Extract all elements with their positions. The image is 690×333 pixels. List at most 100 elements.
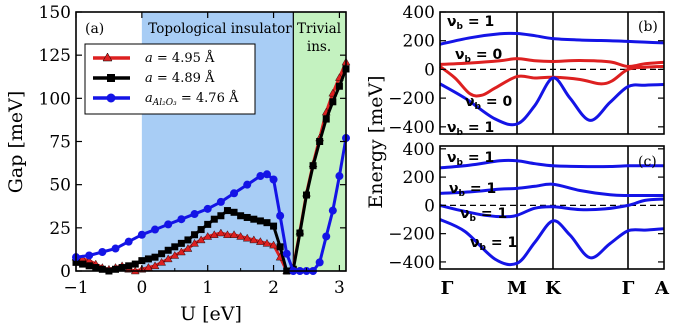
band-b-label-1: νb = 1	[447, 14, 494, 32]
gap-point-1-12	[151, 253, 159, 261]
gap-point-1-18	[191, 231, 199, 239]
gap-point-2-13	[243, 180, 252, 189]
gap-ytick-label-5: 125	[39, 46, 71, 66]
gap-point-2-23	[315, 258, 324, 267]
kpoint-label-0: Γ	[441, 278, 454, 299]
gap-point-2-18	[282, 249, 291, 258]
gap-point-1-1	[79, 260, 87, 268]
gap-point-1-38	[322, 115, 330, 123]
gap-point-2-9	[190, 210, 199, 219]
gap-point-2-17	[276, 211, 285, 220]
energy-ylabel: Energy [meV]	[365, 75, 387, 208]
gap-point-0-18	[190, 238, 199, 247]
gap-point-1-17	[184, 236, 192, 244]
gap-point-1-8	[125, 262, 133, 270]
gap-point-1-19	[197, 226, 205, 234]
gap-point-0-23	[223, 230, 232, 238]
gap-point-2-25	[328, 206, 337, 215]
legend-marker-square	[107, 74, 115, 82]
c-ytick-label-0: 400	[403, 140, 435, 160]
b-ytick-label-1: 200	[403, 32, 435, 52]
gap-point-1-37	[316, 138, 324, 145]
gap-point-1-4	[98, 265, 106, 273]
band-b-label-3: νb = 0	[465, 94, 512, 112]
gap-point-1-27	[250, 215, 258, 223]
gap-point-1-29	[263, 219, 271, 227]
gap-point-0-15	[170, 251, 180, 259]
trivial-region-label-line2: ins.	[307, 39, 331, 55]
band-panel-b: (b) νb = 1 νb = 0 νb = 0 νb = 1	[439, 11, 665, 138]
gap-point-2-10	[203, 204, 212, 213]
gap-point-0-21	[209, 230, 219, 238]
gap-point-2-2	[98, 248, 107, 257]
gap-xtick-label-4: 3	[334, 278, 345, 298]
gap-point-0-27	[249, 235, 259, 244]
gap-point-2-24	[322, 232, 331, 241]
gap-ylabel: Gap [meV]	[5, 91, 27, 194]
gap-point-1-16	[177, 239, 185, 247]
panel-b-label: (b)	[638, 19, 658, 35]
b-ytick-label-0: 400	[403, 3, 435, 23]
b-ytick-label-2: 0	[424, 60, 435, 80]
gap-point-0-26	[242, 233, 252, 242]
band-c-label-2: νb = 1	[449, 181, 496, 199]
gap-point-2-5	[137, 230, 146, 239]
gap-point-0-28	[256, 237, 265, 245]
gap-point-2-16	[269, 175, 278, 184]
gap-point-1-7	[118, 264, 126, 272]
gap-point-2-3	[111, 244, 120, 253]
gap-point-2-14	[256, 172, 265, 181]
c-ytick-label-4: −400	[388, 253, 435, 273]
gap-point-0-19	[196, 235, 206, 244]
b-band-1	[439, 57, 665, 69]
gap-point-1-3	[92, 264, 100, 272]
gap-point-1-11	[144, 255, 152, 263]
kpoint-label-2: K	[545, 278, 562, 299]
legend-marker-circle	[106, 93, 116, 103]
gap-point-2-1	[85, 251, 94, 260]
b-band-2	[439, 65, 665, 98]
gap-point-0-25	[236, 232, 245, 240]
gap-point-1-15	[171, 243, 179, 251]
bands-c	[439, 146, 665, 269]
b-band-0	[439, 31, 665, 46]
gap-xtick-label-0: −1	[63, 278, 88, 298]
gap-point-2-11	[216, 197, 225, 206]
c-band-2	[439, 197, 665, 219]
c-ytick-label-2: 0	[424, 196, 435, 216]
gap-point-1-28	[256, 217, 264, 225]
b-ytick-label-3: −200	[388, 89, 435, 109]
gap-point-1-13	[158, 250, 166, 258]
gap-point-0-22	[216, 228, 226, 237]
panel-c-label: (c)	[638, 154, 657, 170]
c-ytick-label-1: 200	[403, 168, 435, 188]
gap-point-1-24	[230, 208, 238, 216]
gap-point-1-34	[296, 229, 304, 237]
gap-point-1-14	[164, 246, 172, 254]
legend-entry-489: a = 4.89 Å	[145, 70, 215, 86]
gap-point-2-26	[335, 172, 344, 181]
gap-point-1-31	[276, 243, 284, 251]
gap-point-1-6	[112, 265, 120, 273]
gap-xtick-label-1: 0	[136, 278, 147, 298]
gap-point-1-35	[302, 191, 310, 199]
legend-marker-triangle	[102, 52, 113, 62]
gap-xtick-label-2: 1	[202, 278, 213, 298]
gap-ytick-label-2: 50	[49, 176, 71, 196]
gap-series-line-2	[75, 137, 348, 273]
c-band-3	[439, 218, 665, 267]
kpoint-label-1: M	[507, 278, 527, 299]
band-c-frame	[439, 145, 665, 270]
gap-point-0-16	[177, 247, 186, 256]
gap-point-1-20	[204, 220, 212, 228]
gap-point-0-24	[229, 230, 239, 238]
c-band-1	[439, 182, 664, 198]
gap-point-1-2	[85, 262, 93, 270]
c-band-0	[439, 158, 664, 170]
gap-ytick-label-0: 0	[60, 262, 71, 282]
gap-point-1-30	[270, 222, 278, 230]
